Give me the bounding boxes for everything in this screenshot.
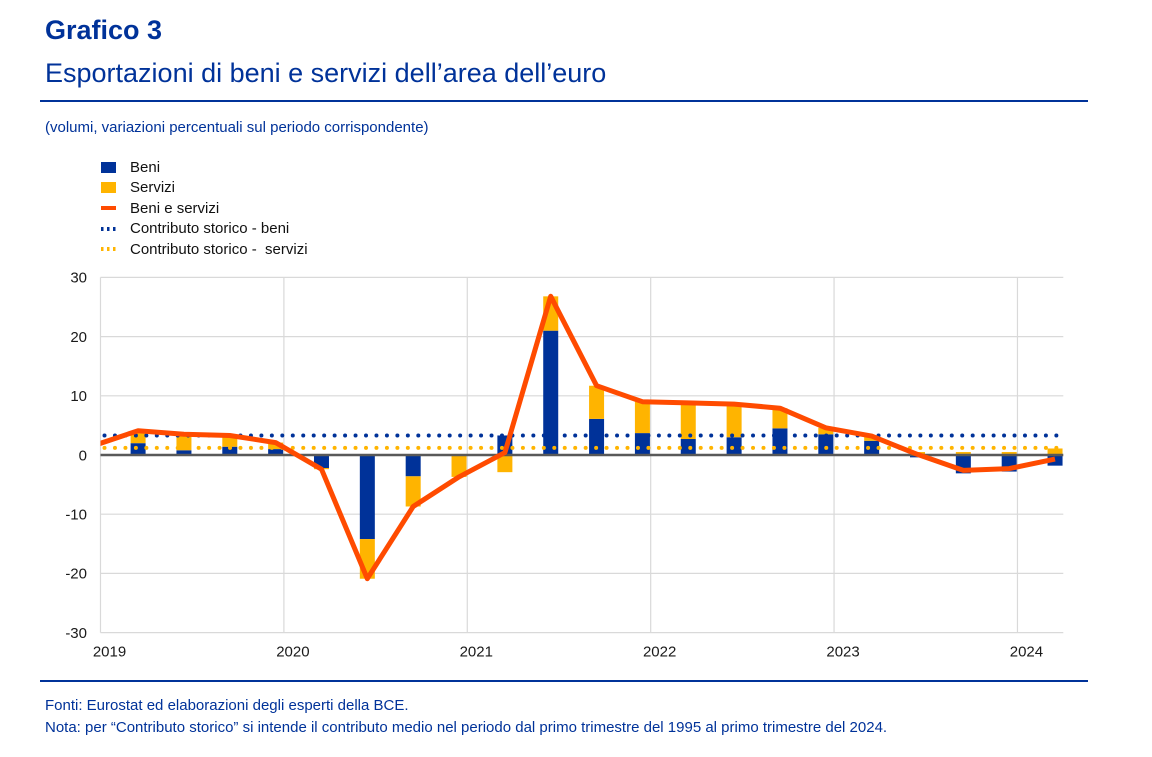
line-icon [101,206,116,211]
bar-beni-2019-q1 [130,443,146,455]
y-tick-label: 20 [70,329,87,346]
bar-servizi-2023-q4 [1001,452,1017,455]
y-tick-label: 30 [70,270,87,287]
legend-label: Servizi [130,179,176,197]
gridlines [99,276,1064,634]
bar-servizi-2023-q3 [955,452,971,455]
bar-beni-2019-q4 [268,449,284,455]
bar-beni-2022-q3 [772,428,788,455]
bar-servizi-2021-q3 [589,385,605,419]
bar-beni-2020-q2 [359,455,375,540]
series-line-beni-e-servizi [100,293,1056,582]
bar-beni-2022-q2 [726,437,742,455]
bar-beni-2022-q1 [680,439,696,455]
bar-beni-2022-q4 [818,434,834,455]
bar-beni-2019-q2 [176,450,192,455]
footer-divider [40,680,1088,682]
dotted-line-icon [101,226,116,231]
bar-servizi-2019-q3 [222,435,238,447]
legend-label: Beni e servizi [130,199,220,217]
x-tick-label: 2020 [276,644,309,661]
legend-label: Contributo storico - beni [130,220,290,238]
chart-title: Esportazioni di beni e servizi dell’area… [45,58,607,88]
bar-servizi-2022-q3 [772,408,788,429]
bar-servizi-2021-q1 [497,455,513,473]
x-tick-label: 2022 [643,644,676,661]
bar-servizi-2022-q1 [680,402,696,440]
y-tick-label: 10 [70,388,87,405]
servizi-square-icon [101,182,116,194]
bars [130,296,1063,579]
legend-item-contributo-storico-servizi: Contributo storico - servizi [101,239,308,260]
legend-label: Beni [130,158,161,176]
legend-item-servizi: Servizi [101,178,308,199]
bar-servizi-2020-q3 [405,476,421,507]
bar-servizi-2022-q4 [818,427,834,435]
x-tick-label: 2019 [93,644,126,661]
bar-beni-2019-q3 [222,446,238,455]
bar-servizi-2019-q4 [268,442,284,450]
legend-item-contributo-storico-beni: Contributo storico - beni [101,219,308,240]
footer-notes: Fonti: Eurostat ed elaborazioni degli es… [45,695,887,738]
legend-item-beni: Beni [101,157,308,178]
legend-item-beni-e-servizi: Beni e servizi [101,198,308,219]
chart-legend: Beni Servizi Beni e servizi Contributo s… [101,157,308,260]
legend-label: Contributo storico - servizi [130,240,308,258]
x-tick-label: 2023 [826,644,859,661]
y-tick-label: 0 [79,447,87,464]
bar-servizi-2022-q2 [726,404,742,438]
beni-square-icon [101,161,116,173]
sources-text: Fonti: Eurostat ed elaborazioni degli es… [45,697,409,714]
bar-servizi-2020-q4 [451,455,467,477]
bar-servizi-2024-q1 [1047,448,1063,455]
bar-servizi-2021-q4 [634,401,650,434]
note-text: Nota: per “Contributo storico” si intend… [45,718,888,736]
x-tick-label: 2021 [460,644,493,661]
bar-beni-2023-q1 [864,440,880,455]
x-tick-label: 2024 [1010,644,1043,661]
units-note: (volumi, variazioni percentuali sul peri… [45,119,429,136]
y-tick-label: -10 [65,507,87,524]
y-tick-label: -20 [65,566,87,583]
bar-beni-2020-q3 [405,455,421,477]
dotted-line-icon [101,247,116,252]
y-tick-label: -30 [65,625,87,642]
bar-beni-2021-q2 [543,330,559,455]
figure-label: Grafico 3 [45,15,163,45]
header-divider [40,100,1088,102]
